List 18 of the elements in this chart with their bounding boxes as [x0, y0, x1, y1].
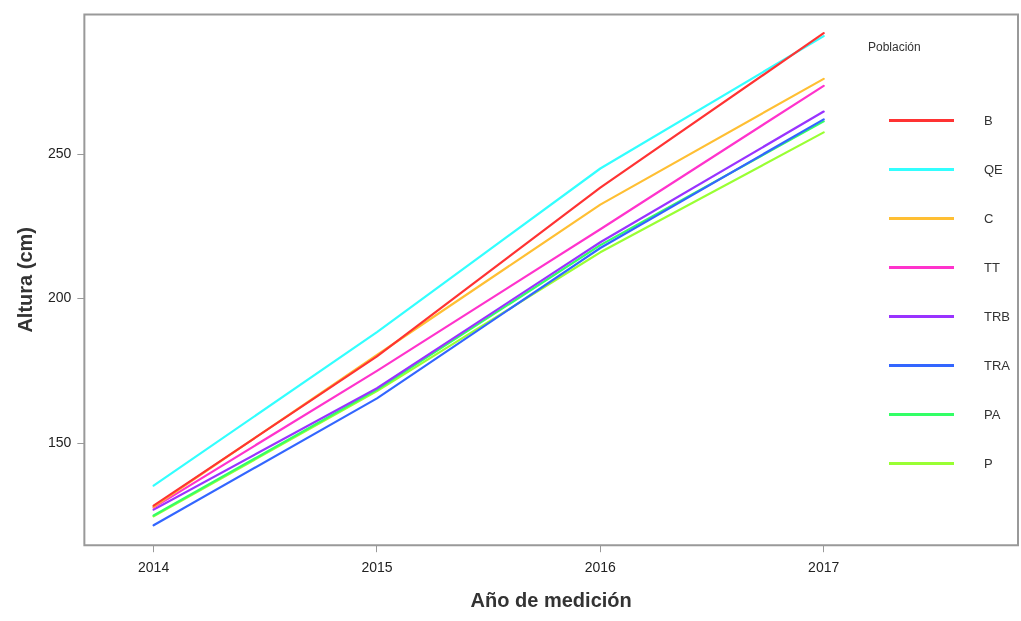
x-tick-label: 2016 — [584, 559, 617, 576]
x-tick-label: 2014 — [138, 559, 170, 576]
legend-label: TRB — [984, 309, 1010, 324]
legend-label: C — [984, 211, 994, 226]
x-tick-label: 2015 — [361, 559, 393, 576]
y-tick-label: 200 — [48, 289, 72, 306]
y-tick-label: 250 — [48, 144, 72, 161]
x-tick-label: 2017 — [808, 559, 840, 576]
legend-label: TT — [984, 260, 1000, 275]
legend-label: P — [984, 456, 993, 471]
x-axis-title: Año de medición — [470, 588, 632, 611]
y-tick-label: 150 — [48, 434, 72, 450]
legend-label: QE — [984, 162, 1003, 177]
legend-label: PA — [984, 407, 1001, 422]
legend-title: Población — [868, 40, 922, 54]
y-axis-title: Altura (cm) — [13, 227, 36, 333]
legend-label: TRA — [984, 358, 1010, 373]
legend-label: B — [984, 113, 993, 128]
